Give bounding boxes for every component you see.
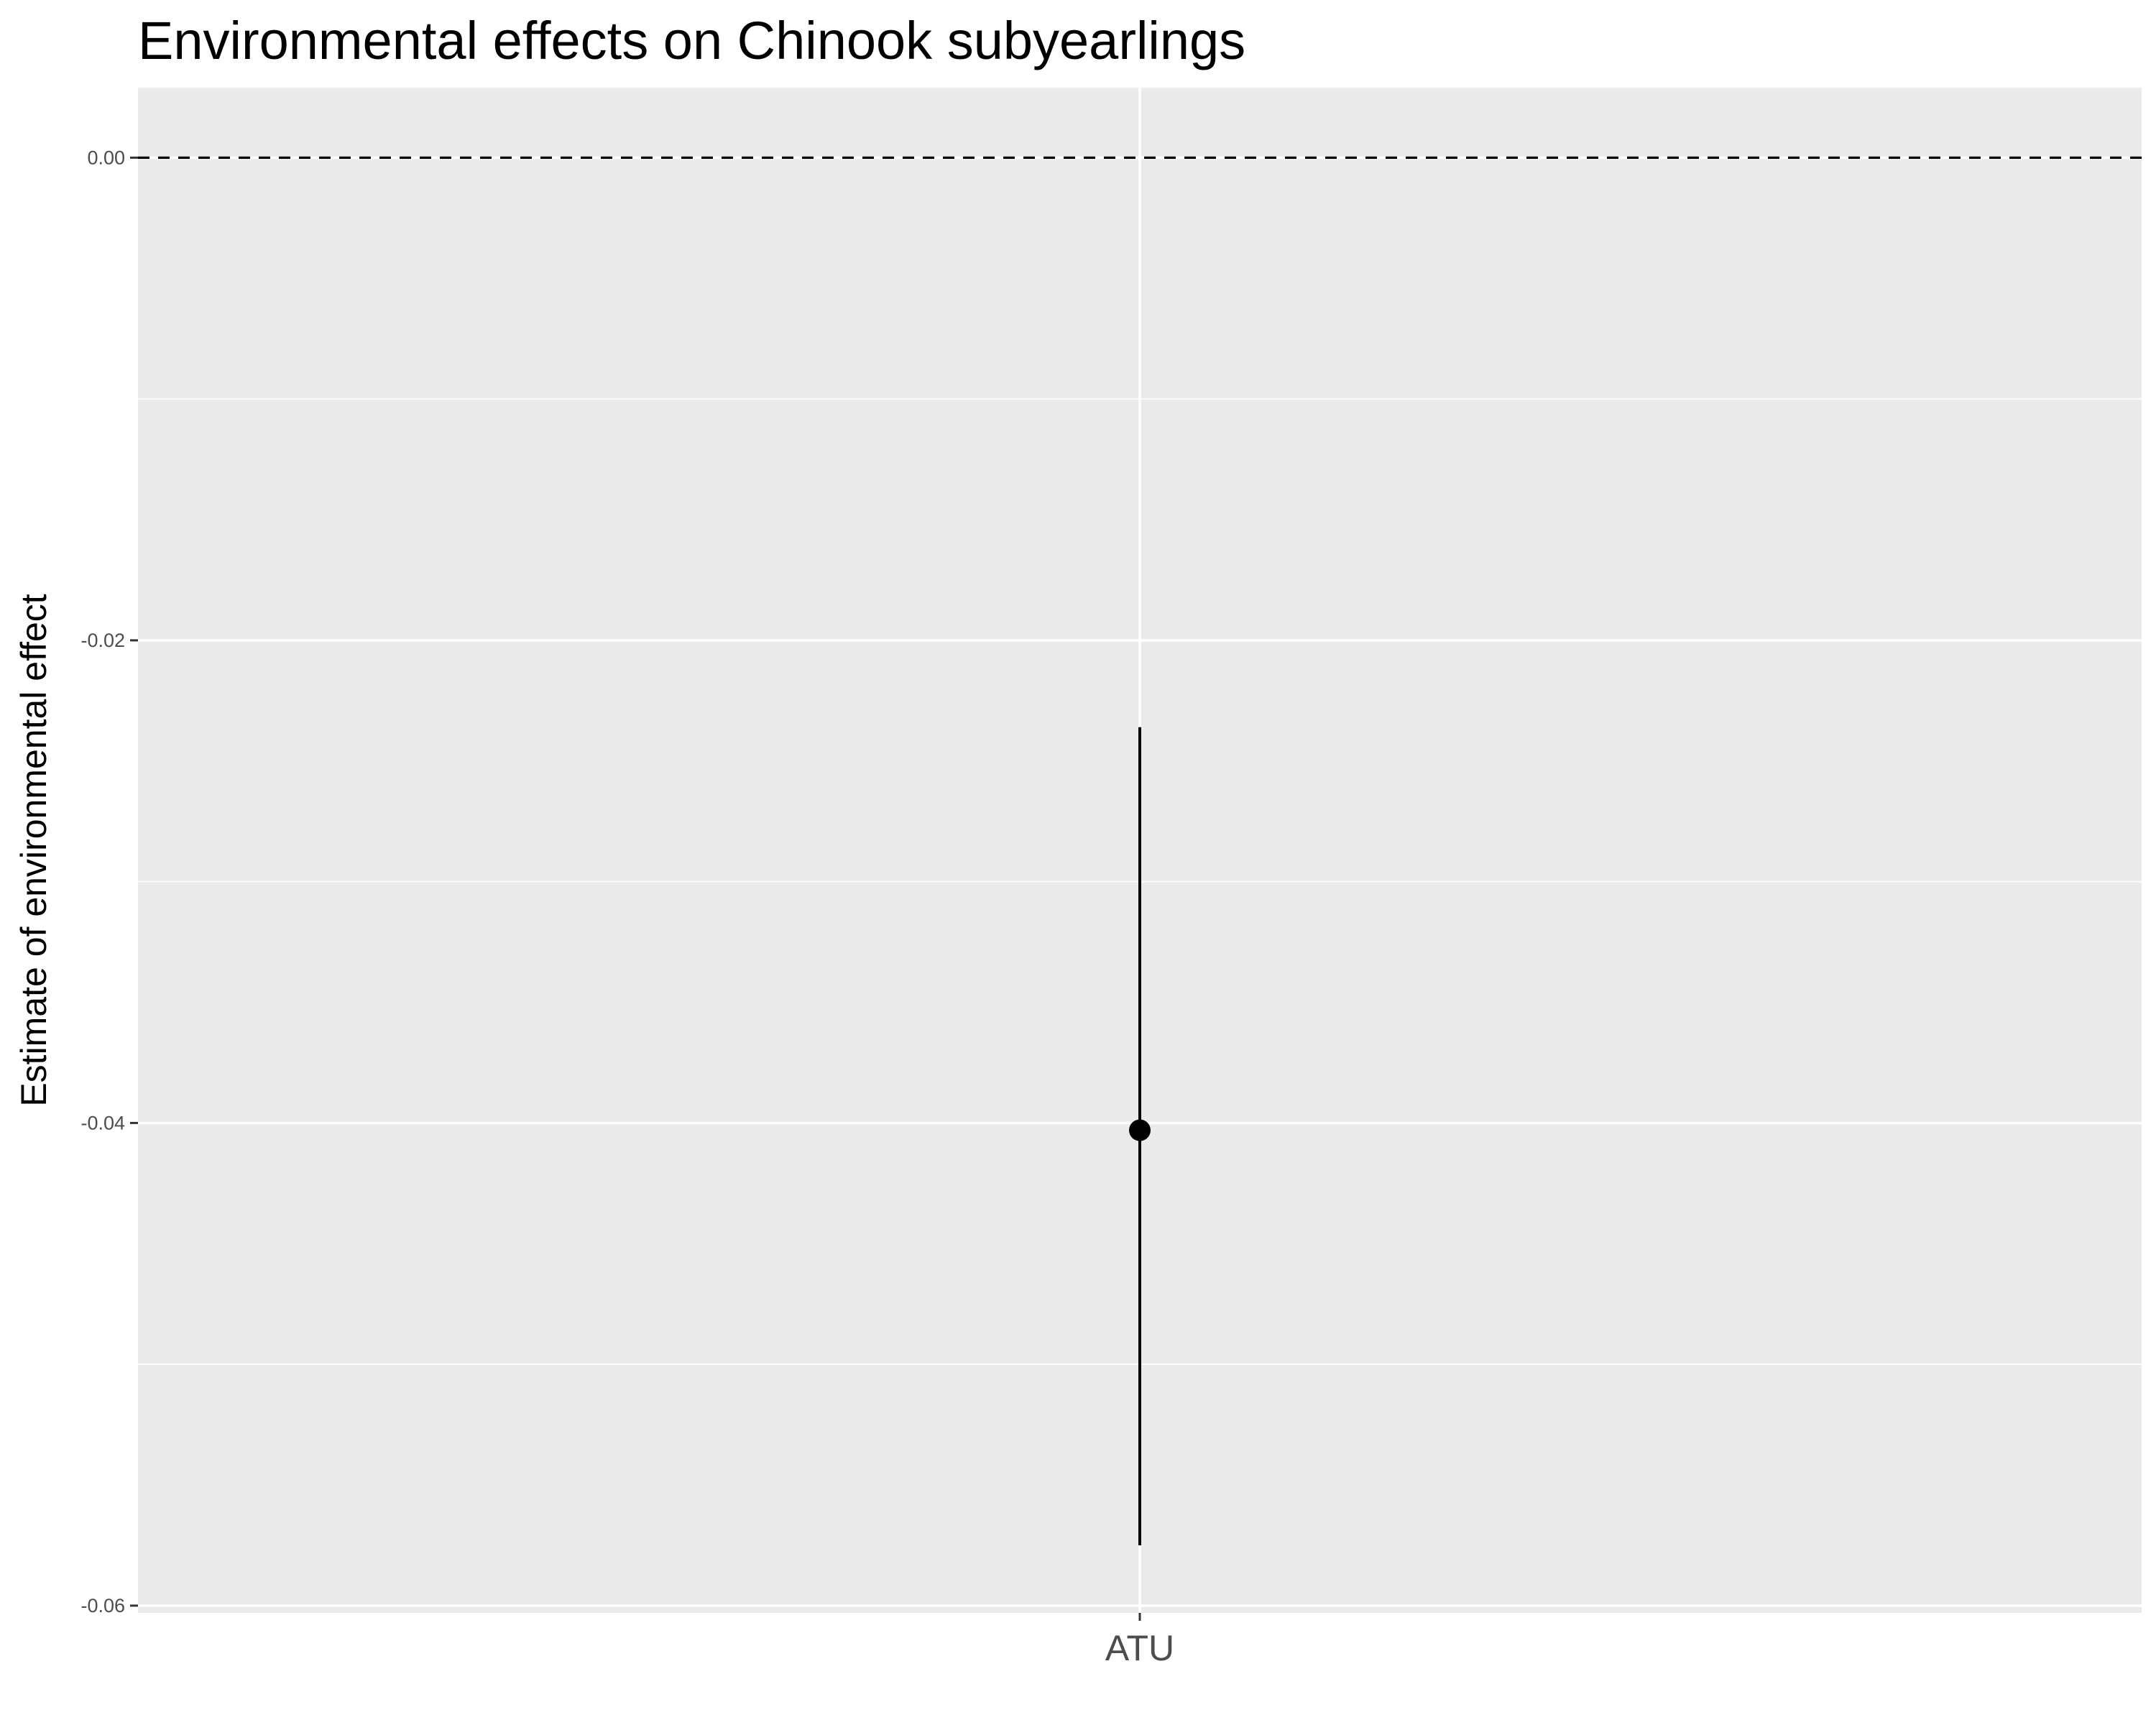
y-axis: 0.00 -0.02 -0.04 -0.06 — [80, 147, 138, 1616]
estimate-point — [1129, 1119, 1151, 1141]
y-tick-label: -0.06 — [80, 1595, 125, 1616]
data-marks — [1129, 727, 1151, 1545]
chart-title: Environmental effects on Chinook subyear… — [138, 11, 1245, 70]
x-axis: ATU — [1105, 1613, 1174, 1668]
y-axis-label: Estimate of environmental effect — [14, 594, 54, 1106]
y-tick-label: -0.02 — [80, 630, 125, 651]
x-tick-label: ATU — [1105, 1628, 1174, 1668]
y-tick-label: 0.00 — [87, 147, 125, 168]
y-tick-label: -0.04 — [80, 1112, 125, 1133]
